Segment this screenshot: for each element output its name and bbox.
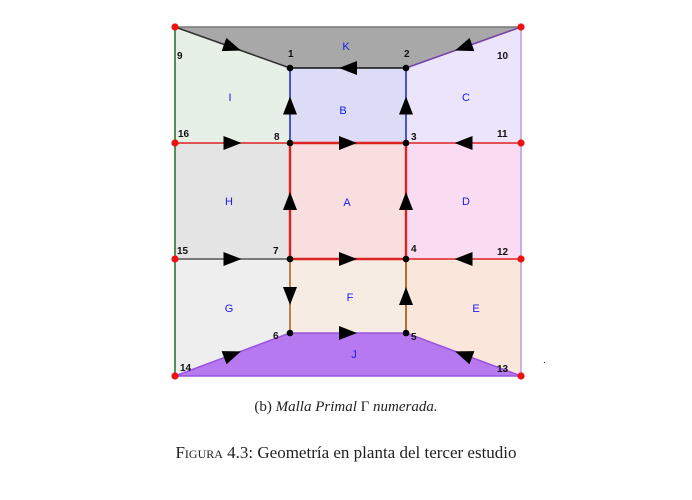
node-label-8: 8 — [274, 132, 280, 143]
node-label-4: 4 — [411, 244, 417, 255]
node-6 — [286, 329, 294, 337]
region-label-h: H — [225, 196, 233, 208]
region-b — [290, 68, 406, 143]
region-label-j: J — [351, 349, 357, 361]
arrow-12-4 — [454, 252, 473, 266]
arrow-8-3 — [339, 136, 357, 150]
figure-caption: Figura 4.3: Geometría en planta del terc… — [0, 443, 692, 463]
node-8 — [286, 139, 294, 147]
nodes-layer — [171, 23, 525, 380]
region-label-a: A — [343, 197, 351, 209]
arrow-13-5 — [455, 351, 475, 365]
arrow-3-2 — [399, 96, 413, 115]
node-14 — [171, 372, 179, 380]
node-3 — [402, 139, 410, 147]
node-label-13: 13 — [497, 364, 509, 375]
node-label-9: 9 — [177, 51, 183, 62]
node-12 — [517, 255, 525, 263]
node-label-12: 12 — [497, 247, 509, 258]
sub-caption-gamma: Γ — [356, 399, 374, 415]
figure-caption-text: Geometría en planta del tercer estudio — [257, 443, 517, 462]
region-label-i: I — [228, 92, 231, 104]
node-5 — [402, 329, 410, 337]
node-label-7: 7 — [273, 246, 279, 257]
node-label-6: 6 — [273, 331, 279, 342]
arrow-14-6 — [221, 351, 241, 365]
node-label-16: 16 — [178, 129, 190, 140]
figure-word: Figura — [175, 443, 223, 462]
arrows-layer — [221, 37, 475, 365]
arrow-7-8 — [283, 192, 297, 210]
figure-number: 4.3: — [222, 443, 258, 462]
region-h — [175, 143, 290, 259]
arrow-7-4 — [339, 252, 357, 266]
node-2 — [402, 64, 410, 72]
region-label-f: F — [347, 292, 354, 304]
sub-caption-title: Malla Primal — [275, 399, 357, 415]
region-label-d: D — [462, 196, 470, 208]
arrow-16-8 — [223, 136, 242, 150]
node-15 — [171, 255, 179, 263]
arrow-11-3 — [454, 136, 473, 150]
region-g — [175, 259, 290, 376]
node-label-2: 2 — [404, 49, 410, 60]
arrow-7-6 — [283, 287, 297, 305]
node-label-3: 3 — [411, 132, 417, 143]
region-c — [406, 27, 521, 143]
sub-caption-prefix: (b) — [254, 399, 276, 415]
region-label-e: E — [472, 303, 479, 315]
sub-caption-title-end: numerada. — [373, 399, 438, 415]
arrow-9-1 — [221, 37, 241, 52]
trailing-dot: . — [543, 355, 546, 366]
node-label-11: 11 — [497, 129, 508, 140]
node-11 — [517, 139, 525, 147]
region-f — [290, 259, 406, 333]
node-1 — [286, 64, 294, 72]
region-i — [175, 27, 290, 143]
region-a — [290, 143, 406, 259]
arrow-15-7 — [223, 252, 242, 266]
region-e — [406, 259, 521, 376]
node-10 — [517, 23, 525, 31]
region-label-b: B — [339, 105, 346, 117]
node-label-14: 14 — [180, 363, 192, 374]
node-label-1: 1 — [288, 49, 294, 60]
arrow-2-1 — [339, 61, 357, 75]
node-label-15: 15 — [177, 246, 189, 257]
node-7 — [286, 255, 294, 263]
node-label-10: 10 — [497, 51, 509, 62]
arrow-5-4 — [399, 287, 413, 305]
node-label-5: 5 — [411, 332, 417, 343]
region-d — [406, 143, 521, 259]
region-label-g: G — [225, 303, 234, 315]
arrow-4-3 — [399, 192, 413, 210]
node-13 — [517, 372, 525, 380]
node-9 — [171, 23, 179, 31]
region-label-c: C — [462, 92, 470, 104]
node-4 — [402, 255, 410, 263]
sub-caption: (b) Malla Primal Γ numerada. — [0, 399, 692, 416]
node-16 — [171, 139, 179, 147]
arrow-6-5 — [339, 326, 357, 340]
region-labels-layer: A B C D E F G H I J K — [225, 41, 480, 361]
arrow-10-2 — [455, 37, 475, 52]
arrow-8-1 — [283, 96, 297, 115]
region-label-k: K — [342, 41, 350, 53]
